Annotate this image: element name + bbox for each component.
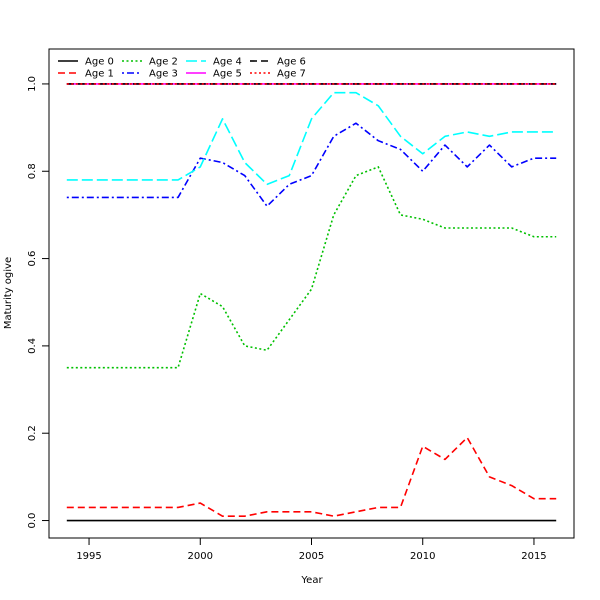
legend-label: Age 3 [149,69,178,80]
legend-label: Age 6 [277,57,306,68]
y-tick-label: 0.2 [27,425,38,441]
legend-label: Age 1 [85,69,114,80]
y-axis-title: Maturity ogive [3,257,14,329]
legend-label: Age 5 [213,69,242,80]
legend-label: Age 7 [277,69,306,80]
x-tick-label: 1995 [76,551,101,562]
x-axis-title: Year [300,575,323,586]
legend-label: Age 2 [149,57,178,68]
x-axis: 1995 2000 2005 2010 2015 [76,538,547,562]
legend-label: Age 4 [213,57,242,68]
y-tick-label: 0.4 [27,338,38,354]
legend-label: Age 0 [85,57,114,68]
y-axis: 0.0 0.2 0.4 0.6 0.8 1.0 [27,76,49,529]
y-tick-label: 0.6 [27,251,38,267]
y-tick-label: 0.0 [27,513,38,529]
series-line-age-1 [66,436,557,517]
x-tick-label: 2000 [188,551,213,562]
x-tick-label: 2010 [410,551,435,562]
series-line-age-3 [66,122,557,207]
series-layer [66,83,557,522]
y-tick-label: 0.8 [27,163,38,179]
x-tick-label: 2015 [521,551,546,562]
series-line-age-2 [66,166,557,369]
x-tick-label: 2005 [299,551,324,562]
y-tick-label: 1.0 [27,76,38,92]
series-line-age-4 [66,91,557,186]
